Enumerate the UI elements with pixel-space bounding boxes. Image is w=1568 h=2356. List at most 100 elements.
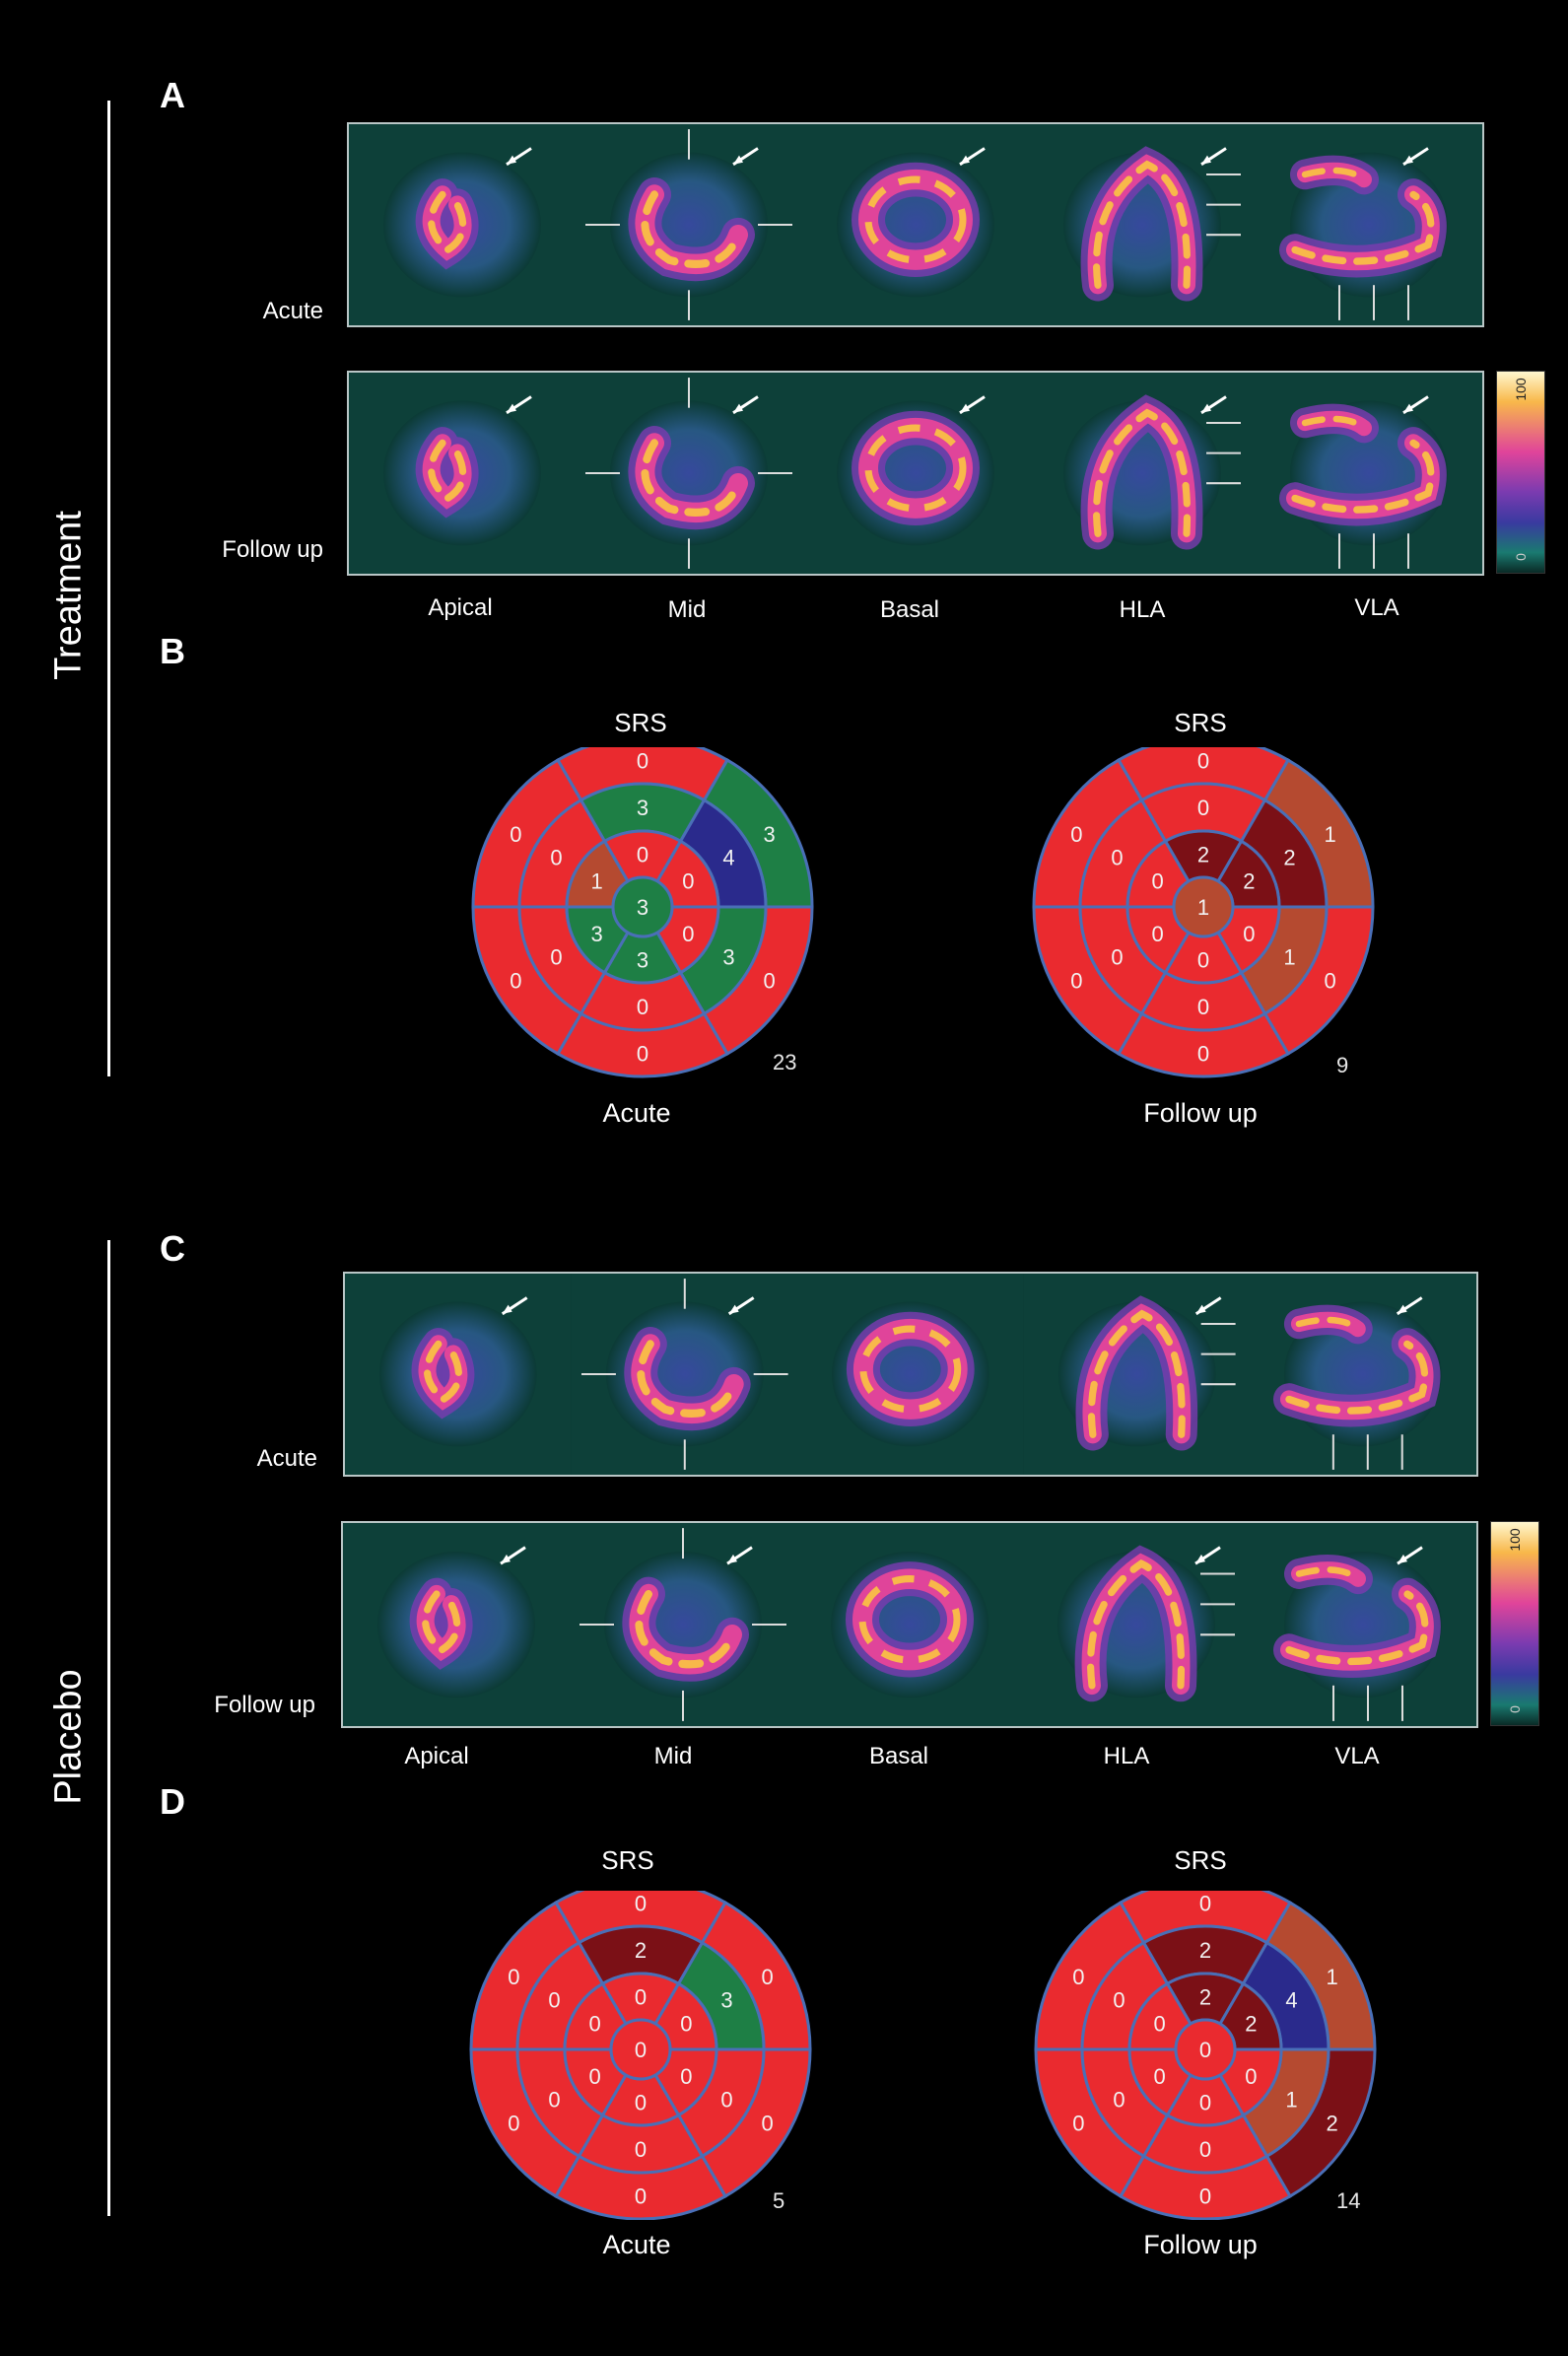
segment-score: 0 (589, 2011, 601, 2036)
segment-score: 0 (1070, 968, 1082, 993)
row-label-a-follow-up: Follow up (222, 536, 323, 563)
segment-apex (1172, 875, 1235, 938)
view-label-mid: Mid (653, 1743, 693, 1769)
srs-total-b-follow: 9 (1336, 1053, 1349, 1077)
srs-title-b-follow: SRS (1174, 708, 1227, 737)
segment-score: 0 (1245, 2064, 1257, 2089)
segment-score: 0 (1197, 796, 1209, 820)
segment-score: 0 (1199, 2184, 1211, 2209)
segment-score: 0 (548, 2088, 560, 2113)
srs-title-d-follow: SRS (1174, 1845, 1227, 1875)
a-follow-apical-scan (349, 373, 578, 574)
colorbar-a-min: 0 (1513, 553, 1529, 561)
c-follow-mid-scan (570, 1523, 798, 1726)
colorbar-c: 100 0 (1490, 1521, 1539, 1726)
row-label-c-acute: Acute (256, 1445, 317, 1472)
segment-score: 0 (1154, 2011, 1166, 2036)
segment-score: 0 (1113, 2088, 1125, 2113)
segment-score: 2 (635, 1938, 647, 1963)
segment-score: 0 (1199, 2091, 1211, 2115)
segment-score: 0 (682, 868, 694, 893)
row-label-a-acute: Acute (262, 298, 323, 324)
panel-d-label: D (160, 1781, 185, 1822)
view-label-apical: Apical (428, 594, 493, 621)
scan-strip-a-follow-up (347, 371, 1484, 576)
segment-score: 0 (720, 2088, 732, 2113)
segment-score: 0 (635, 2184, 647, 2209)
segment-score: 0 (637, 1042, 648, 1067)
segment-score: 0 (635, 2091, 647, 2115)
c-acute-hla-scan (1023, 1274, 1253, 1475)
segment-score: 0 (635, 2137, 647, 2162)
segment-score: 0 (763, 968, 775, 993)
segment-score: 0 (1324, 968, 1335, 993)
segment-score: 0 (1111, 846, 1123, 870)
segment-score: 0 (510, 968, 521, 993)
segment-score: 0 (637, 749, 648, 774)
segment-score: 2 (1243, 868, 1255, 893)
c-acute-vla-scan (1250, 1274, 1476, 1475)
panel-b-label: B (160, 631, 185, 671)
segment-score: 2 (1326, 2111, 1337, 2135)
segment-score: 0 (635, 1892, 647, 1916)
segment-score: 0 (550, 846, 562, 870)
row-label-c-follow-up: Follow up (214, 1692, 315, 1718)
srs-total-b-acute: 23 (773, 1050, 797, 1074)
segment-score: 0 (680, 2011, 692, 2036)
segment-score: 0 (1199, 1892, 1211, 1916)
segment-score: 2 (1199, 1938, 1211, 1963)
panel-a-label: A (160, 75, 185, 115)
c-acute-basal-scan (797, 1274, 1026, 1475)
segment-score: 0 (761, 1965, 773, 1989)
panel-c-label: C (160, 1228, 185, 1269)
c-follow-basal-scan (796, 1523, 1025, 1726)
segment-score: 4 (1285, 1988, 1297, 2013)
segment-apex (609, 2018, 672, 2081)
scan-strip-c-follow-up (341, 1521, 1478, 1728)
a-follow-basal-scan (802, 373, 1031, 574)
segment-score: 0 (1197, 749, 1209, 774)
colorbar-a: 100 0 (1496, 371, 1545, 574)
segment-score: 3 (637, 895, 648, 920)
bullseye-b-follow: 0 1 0 0 0 0 0 2 1 0 0 0 2 2 0 0 0 0 1 (1032, 735, 1375, 1078)
colorbar-c-max: 100 (1507, 1528, 1523, 1552)
segment-score: 0 (1070, 822, 1082, 847)
segment-score: 1 (591, 868, 603, 893)
view-label-basal: Basal (868, 1743, 929, 1769)
srs-total-d-acute: 5 (773, 2188, 785, 2213)
segment-score: 1 (1326, 1965, 1337, 1989)
c-acute-mid-scan (571, 1274, 800, 1475)
a-acute-mid-scan (576, 124, 804, 325)
a-follow-vla-scan (1256, 373, 1482, 574)
segment-apex (1174, 2018, 1237, 2081)
segment-score: 0 (1199, 2038, 1211, 2062)
segment-score: 0 (589, 2064, 601, 2089)
segment-score: 0 (1154, 2064, 1166, 2089)
segment-score: 0 (1197, 995, 1209, 1019)
segment-score: 3 (722, 945, 734, 970)
colorbar-c-min: 0 (1507, 1705, 1523, 1713)
view-label-apical: Apical (404, 1743, 469, 1769)
segment-score: 3 (637, 796, 648, 820)
view-label-hla: HLA (1103, 1743, 1150, 1769)
segment-score: 0 (1152, 868, 1164, 893)
segment-score: 2 (1245, 2011, 1257, 2036)
bullseye-b-acute: 0 3 0 0 0 0 3 4 3 0 0 0 0 0 0 3 3 1 3 (471, 735, 814, 1078)
segment-score: 0 (635, 2038, 647, 2062)
placebo-group-label: Placebo (47, 1669, 90, 1805)
c-follow-hla-scan (1023, 1523, 1252, 1726)
segment-score: 2 (1197, 843, 1209, 867)
segment-score: 0 (1197, 1042, 1209, 1067)
c-follow-vla-scan (1250, 1523, 1476, 1726)
caption-d-follow: Follow up (1143, 2230, 1258, 2259)
segment-score: 0 (1111, 945, 1123, 970)
caption-d-acute: Acute (602, 2230, 671, 2259)
segment-score: 0 (635, 1985, 647, 2010)
segment-score: 0 (510, 822, 521, 847)
view-label-hla: HLA (1119, 596, 1166, 623)
segment-score: 0 (637, 995, 648, 1019)
view-label-mid: Mid (667, 596, 707, 623)
segment-score: 4 (722, 846, 734, 870)
a-acute-hla-scan (1029, 124, 1258, 325)
segment-score: 0 (508, 1965, 519, 1989)
